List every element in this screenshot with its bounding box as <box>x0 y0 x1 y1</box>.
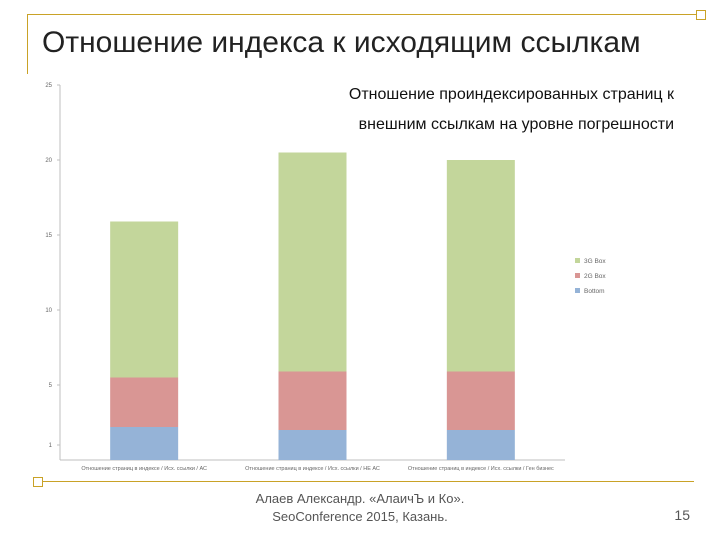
legend-swatch <box>575 273 580 278</box>
top-rule <box>27 14 703 15</box>
legend-label: 2G Box <box>584 273 606 280</box>
bar-segment-2g-box <box>446 371 515 430</box>
legend-swatch <box>575 258 580 263</box>
x-category-label: Отношение страниц в индексе / Исх. ссылк… <box>81 466 207 472</box>
bar-segment-bottom <box>110 427 179 460</box>
bar-segment-bottom <box>446 430 515 460</box>
left-rule <box>27 14 28 74</box>
chart-title-line-1: Отношение проиндексированных страниц к <box>349 86 675 103</box>
bar-segment-2g-box <box>278 371 347 430</box>
slide-title: Отношение индекса к исходящим ссылкам <box>42 26 641 59</box>
y-tick-label: 25 <box>45 83 52 89</box>
top-right-marker <box>696 10 706 20</box>
y-tick-label: 10 <box>45 308 52 314</box>
x-category-label: Отношение страниц в индексе / Исх. ссылк… <box>245 466 380 472</box>
y-tick-label: 1 <box>49 443 53 449</box>
y-tick-label: 15 <box>45 233 52 239</box>
x-category-label: Отношение страниц в индексе / Исх. ссылк… <box>408 466 554 472</box>
y-tick-label: 20 <box>45 158 52 164</box>
bottom-rule <box>40 481 694 482</box>
chart-title-line-2: внешним ссылкам на уровне погрешности <box>359 116 674 133</box>
bottom-left-marker <box>33 477 43 487</box>
slide-footer: Алаев Александр. «АлаичЪ и Ко». SeoConfe… <box>150 490 570 526</box>
legend-swatch <box>575 288 580 293</box>
legend-label: Bottom <box>584 288 605 295</box>
legend-label: 3G Box <box>584 258 606 265</box>
bar-segment-bottom <box>278 430 347 460</box>
page-number: 15 <box>674 507 690 523</box>
bar-segment-2g-box <box>110 377 179 427</box>
bar-segment-3g-box <box>110 221 179 378</box>
footer-event: SeoConference 2015, Казань. <box>272 509 448 524</box>
bar-segment-3g-box <box>278 152 347 372</box>
footer-author: Алаев Александр. «АлаичЪ и Ко». <box>255 491 465 506</box>
bar-segment-3g-box <box>446 160 515 372</box>
y-tick-label: 5 <box>49 383 53 389</box>
